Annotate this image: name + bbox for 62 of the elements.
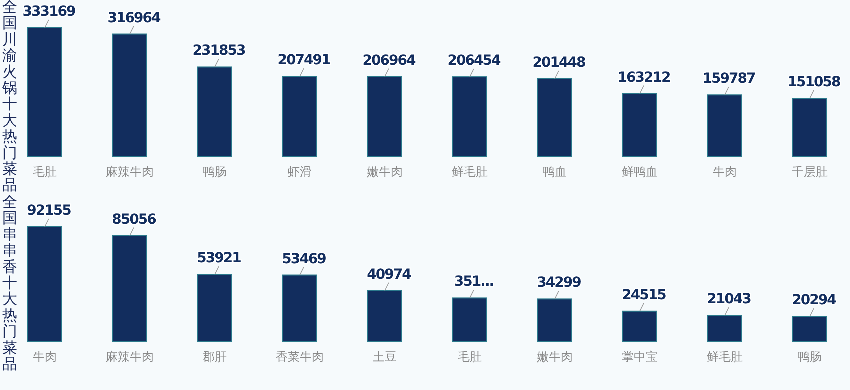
chart-title: 全国川渝火锅十大热门菜品 bbox=[2, 0, 18, 194]
x-tick-label: 鸭肠 bbox=[798, 350, 822, 364]
x-tick-label: 嫩牛肉 bbox=[537, 350, 573, 364]
bar bbox=[368, 290, 402, 342]
bar bbox=[282, 76, 318, 158]
data-label: 40974 bbox=[367, 266, 412, 283]
bar bbox=[708, 94, 742, 158]
bar bbox=[198, 66, 232, 158]
bar bbox=[112, 235, 148, 342]
bar bbox=[112, 34, 148, 158]
bar bbox=[792, 316, 828, 342]
bar bbox=[28, 226, 62, 342]
x-tick-label: 鲜鸭血 bbox=[622, 165, 658, 179]
data-label: 53469 bbox=[282, 251, 326, 268]
x-tick-label: 郡肝 bbox=[203, 350, 227, 364]
data-label: 207491 bbox=[278, 52, 330, 69]
bar bbox=[622, 310, 658, 342]
x-tick-label: 鸭血 bbox=[543, 165, 567, 179]
data-label: 85056 bbox=[112, 212, 156, 228]
data-label: 20294 bbox=[792, 292, 838, 309]
chart-title: 全国串串香十大热门菜品 bbox=[2, 193, 18, 373]
bar bbox=[452, 298, 488, 342]
x-tick-label: 香菜牛肉 bbox=[276, 350, 324, 364]
x-tick-label: 千层肚 bbox=[792, 165, 828, 179]
data-label: 151058 bbox=[788, 74, 840, 91]
x-tick-label: 鲜毛肚 bbox=[707, 350, 743, 364]
x-tick-label: 麻辣牛肉 bbox=[106, 350, 154, 364]
bar bbox=[792, 98, 828, 158]
bar bbox=[622, 93, 658, 158]
bar bbox=[368, 76, 402, 158]
x-tick-label: 毛肚 bbox=[33, 165, 57, 179]
bar bbox=[708, 315, 742, 342]
bar bbox=[452, 76, 488, 158]
x-tick-label: 虾滑 bbox=[288, 165, 312, 179]
bar bbox=[28, 28, 62, 158]
data-label: 92155 bbox=[27, 203, 72, 219]
x-tick-label: 嫩牛肉 bbox=[367, 165, 403, 179]
x-tick-label: 牛肉 bbox=[33, 350, 57, 364]
bar bbox=[538, 298, 572, 342]
data-label: 24515 bbox=[622, 287, 666, 304]
bar bbox=[198, 274, 232, 342]
x-tick-label: 掌中宝 bbox=[622, 350, 658, 364]
data-label: 206964 bbox=[362, 52, 416, 69]
data-label: 206454 bbox=[448, 53, 502, 70]
data-label: 163212 bbox=[618, 70, 670, 86]
x-tick-label: 麻辣牛肉 bbox=[106, 165, 154, 179]
bar bbox=[538, 78, 572, 158]
data-label: 53921 bbox=[197, 250, 242, 267]
x-tick-label: 鸭肠 bbox=[203, 165, 227, 179]
data-label: 201448 bbox=[532, 55, 586, 71]
data-label: 34299 bbox=[537, 275, 582, 292]
data-label: 231853 bbox=[192, 43, 246, 60]
data-label: 316964 bbox=[108, 10, 162, 26]
x-tick-label: 毛肚 bbox=[458, 350, 482, 364]
data-label: 351... bbox=[454, 274, 494, 290]
x-tick-label: 鲜毛肚 bbox=[452, 165, 488, 179]
x-tick-label: 牛肉 bbox=[713, 165, 737, 179]
bar bbox=[282, 274, 318, 342]
data-label: 21043 bbox=[707, 292, 752, 308]
data-label: 159787 bbox=[702, 71, 756, 88]
data-label: 333169 bbox=[22, 4, 76, 20]
x-tick-label: 土豆 bbox=[373, 350, 397, 364]
